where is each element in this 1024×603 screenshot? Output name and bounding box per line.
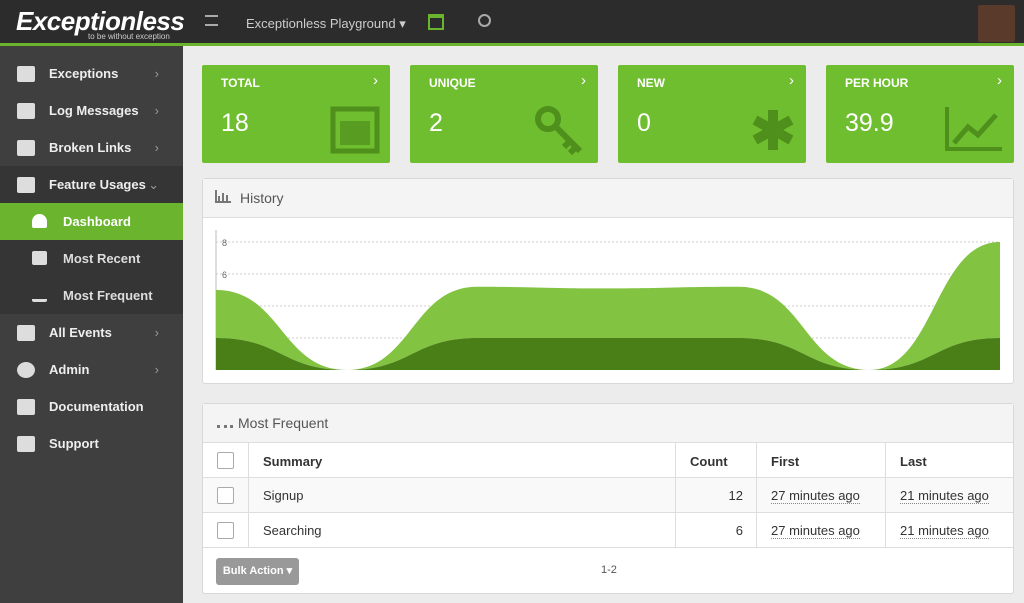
stat-icon: [535, 106, 583, 155]
bulk-action-button[interactable]: Bulk Action ▾: [216, 558, 299, 585]
avatar[interactable]: [978, 5, 1015, 42]
spacer: [203, 438, 204, 548]
menu-toggle[interactable]: [205, 15, 218, 26]
nav-label: Admin: [49, 362, 90, 377]
project-name: Exceptionless Playground: [246, 16, 396, 31]
nav-label: Exceptions: [49, 66, 119, 81]
area: [216, 338, 1000, 370]
nav-item[interactable]: Broken Links ›: [0, 129, 183, 166]
last-seen: 21 minutes ago: [900, 523, 989, 539]
stat-value: 18: [221, 109, 249, 137]
stat-label: TOTAL: [221, 76, 260, 90]
most-frequent-panel: Most Frequent Summary Count First Last S…: [202, 403, 1014, 594]
panel-header: History: [203, 179, 1013, 218]
stat-value: 2: [429, 109, 443, 137]
nav-item[interactable]: Documentation: [0, 388, 183, 425]
tagline: to be without exception: [88, 32, 170, 41]
select-all[interactable]: [217, 452, 234, 469]
search-button[interactable]: [478, 14, 491, 27]
first-seen: 27 minutes ago: [771, 523, 860, 539]
stat-icon: [752, 110, 794, 150]
column-header[interactable]: Count: [690, 454, 728, 469]
button-label: Bulk Action: [222, 565, 284, 577]
calendar-button[interactable]: [428, 14, 444, 30]
stat-icon: [945, 107, 1002, 151]
summary[interactable]: Signup: [263, 488, 304, 503]
nav-subitem[interactable]: Most Recent: [0, 240, 183, 277]
nav-label: Most Recent: [63, 251, 141, 266]
stat-card[interactable]: TOTAL 18 ›: [202, 65, 390, 163]
nav-label: Feature Usages: [49, 177, 146, 192]
nav-item[interactable]: Feature Usages ⌄: [0, 166, 183, 203]
top-bar: Exceptionless to be without exception Ex…: [0, 0, 1024, 46]
row-checkbox[interactable]: [217, 522, 234, 539]
pagination: 1-2: [601, 564, 617, 576]
sidebar: Exceptions › Log Messages › Broken Links › …: [0, 46, 183, 603]
stat-label: UNIQUE: [429, 76, 476, 90]
area: [216, 242, 1000, 370]
y-tick-label: 8: [222, 238, 227, 248]
logo[interactable]: Exceptionless: [16, 6, 185, 36]
nav-label: Broken Links: [49, 140, 132, 155]
col-divider: [248, 443, 249, 547]
table-row[interactable]: Searching 6 27 minutes ago 21 minutes ag…: [203, 513, 1013, 548]
nav-label: Documentation: [49, 399, 144, 414]
table-header: Summary Count First Last: [203, 443, 1013, 478]
panel-icon: [217, 422, 233, 428]
column-header[interactable]: First: [771, 454, 800, 469]
nav-label: Log Messages: [49, 103, 139, 118]
nav-item[interactable]: Admin ›: [0, 351, 183, 388]
panel-title: Most Frequent: [238, 415, 329, 431]
nav-subitem[interactable]: Dashboard: [0, 203, 183, 240]
stat-value: 0: [637, 109, 651, 137]
table-row[interactable]: Signup 12 27 minutes ago 21 minutes ago: [203, 478, 1013, 513]
col-divider: [675, 443, 676, 547]
stat-label: PER HOUR: [845, 76, 909, 90]
chart-icon: [215, 190, 231, 203]
col-divider: [885, 443, 886, 547]
count: 6: [735, 523, 743, 538]
stat-value: 39.9: [845, 109, 894, 137]
summary[interactable]: Searching: [263, 523, 322, 538]
first-seen: 27 minutes ago: [771, 488, 860, 504]
nav-item[interactable]: Log Messages ›: [0, 92, 183, 129]
last-seen: 21 minutes ago: [900, 488, 989, 504]
stat-card[interactable]: NEW 0 ›: [618, 65, 806, 163]
nav-label: All Events: [49, 325, 112, 340]
col-divider: [756, 443, 757, 547]
column-header[interactable]: Summary: [263, 454, 323, 469]
panel-header: Most Frequent: [203, 404, 1013, 443]
nav-label: Most Frequent: [63, 288, 153, 303]
nav-item[interactable]: Support: [0, 425, 183, 462]
stat-card[interactable]: PER HOUR 39.9 ›: [826, 65, 1014, 163]
count: 12: [728, 488, 743, 503]
project-selector[interactable]: Exceptionless Playground ▾: [246, 16, 406, 31]
column-header[interactable]: Last: [900, 454, 927, 469]
stat-icon: [330, 106, 380, 154]
nav-label: Dashboard: [63, 214, 131, 229]
stat-label: NEW: [637, 76, 665, 90]
panel-title: History: [240, 190, 284, 206]
nav-label: Support: [49, 436, 99, 451]
row-checkbox[interactable]: [217, 487, 234, 504]
nav-item[interactable]: Exceptions ›: [0, 55, 183, 92]
nav-subitem[interactable]: Most Frequent: [0, 277, 183, 314]
stat-card[interactable]: UNIQUE 2 ›: [410, 65, 598, 163]
nav-item[interactable]: All Events ›: [0, 314, 183, 351]
y-tick-label: 6: [222, 270, 227, 280]
